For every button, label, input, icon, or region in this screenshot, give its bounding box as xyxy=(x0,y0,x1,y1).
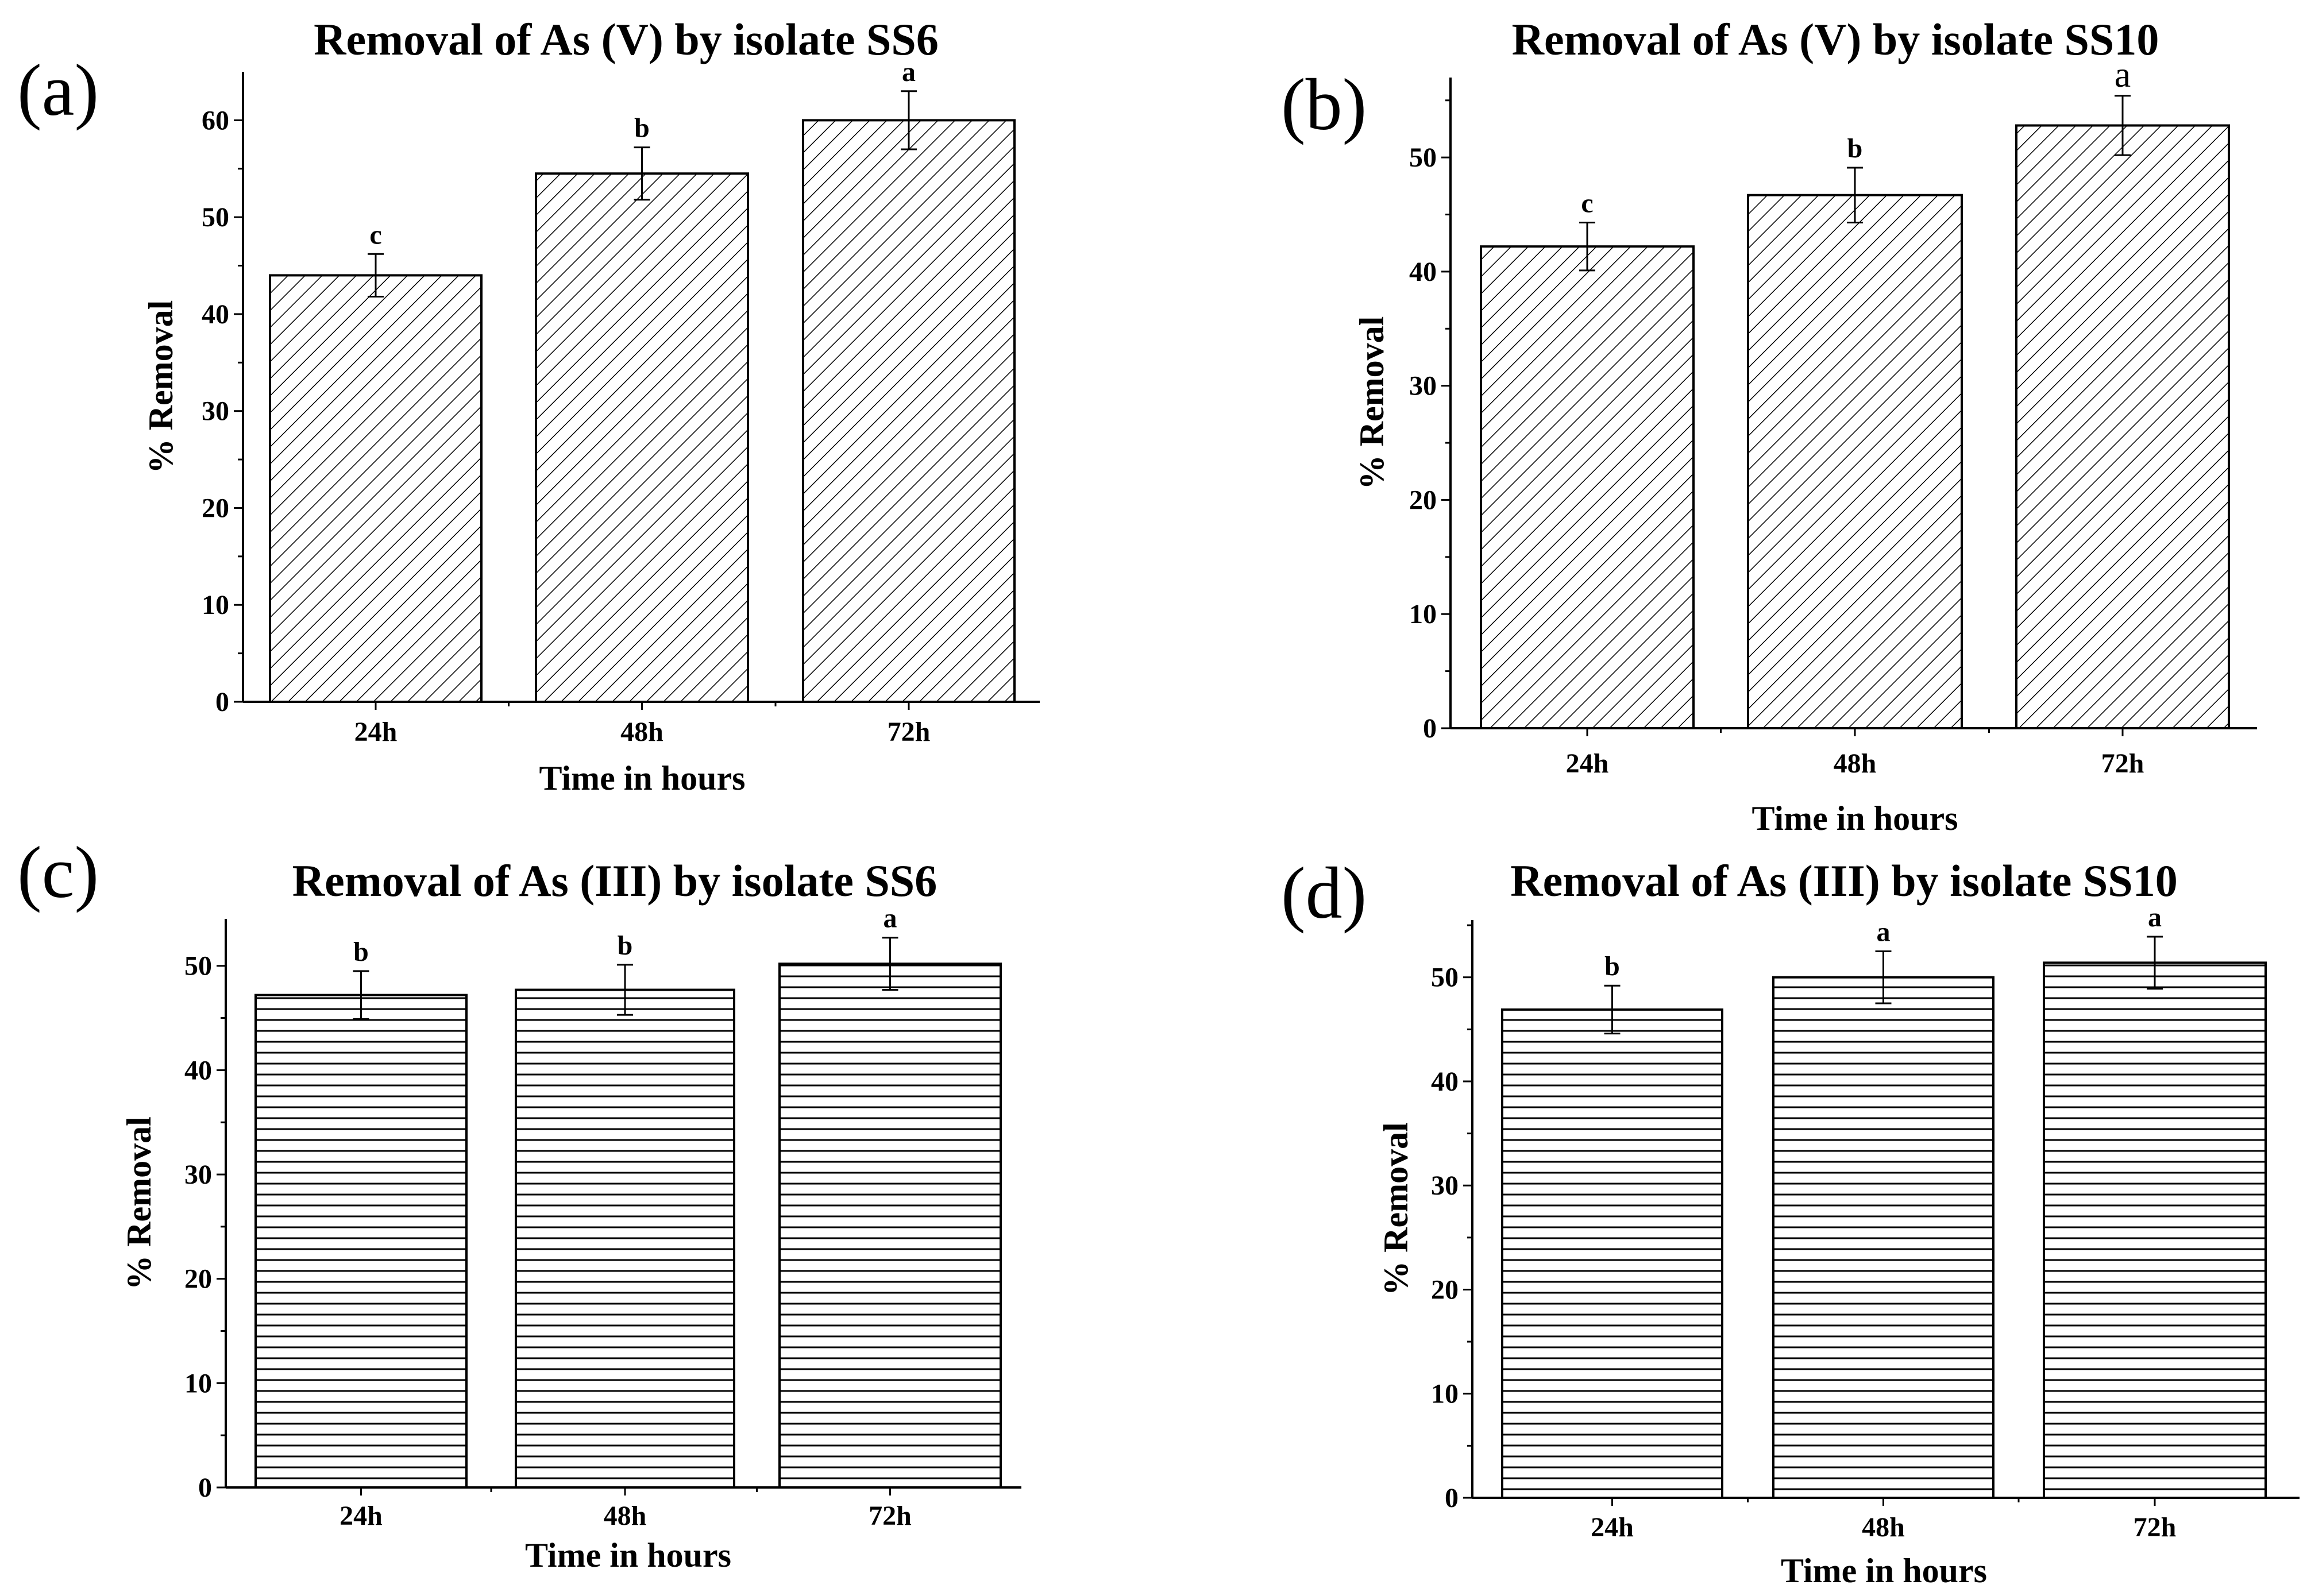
y-tick-label: 10 xyxy=(184,1368,212,1398)
significance-label: c xyxy=(369,219,381,250)
significance-label: b xyxy=(1847,133,1863,164)
x-tick-label: 72h xyxy=(2101,748,2144,779)
y-tick-label: 10 xyxy=(1409,599,1437,629)
y-tick-label: 30 xyxy=(184,1160,212,1190)
bar-48h xyxy=(535,172,749,703)
x-tick-label: 24h xyxy=(1591,1512,1634,1543)
y-tick-label: 50 xyxy=(202,202,229,233)
y-axis-label: % Removal xyxy=(142,300,180,474)
y-tick-label: 60 xyxy=(202,105,229,136)
significance-label: b xyxy=(618,930,633,961)
y-tick-label: 30 xyxy=(1431,1170,1459,1201)
y-tick-label: 20 xyxy=(1431,1274,1459,1305)
bar-48h xyxy=(1747,194,1963,729)
y-tick-label: 10 xyxy=(202,590,229,620)
y-tick-label: 20 xyxy=(202,493,229,523)
y-tick-label: 0 xyxy=(198,1473,212,1503)
significance-label: a xyxy=(884,903,897,934)
y-tick-label: 40 xyxy=(184,1055,212,1085)
x-tick-label: 24h xyxy=(1566,748,1609,779)
x-tick-label: 72h xyxy=(2134,1512,2177,1543)
panel-label: (d) xyxy=(1281,852,1367,934)
panel-label: (b) xyxy=(1281,64,1367,145)
y-tick-label: 30 xyxy=(202,396,229,427)
chart-title: Removal of As (III) by isolate SS10 xyxy=(1510,856,2177,906)
significance-label: b xyxy=(634,113,650,144)
bar-48h xyxy=(515,988,735,1489)
chart-panel-d: (d) Removal of As (III) by isolate SS10 b 2… xyxy=(1281,852,2300,1590)
y-tick-label: 0 xyxy=(1445,1483,1459,1513)
y-tick-label: 10 xyxy=(1431,1379,1459,1409)
chart-panel-c: (c) Removal of As (III) by isolate SS6 b 24… xyxy=(17,832,1021,1574)
x-axis-label: Time in hours xyxy=(1752,799,1958,837)
significance-label: b xyxy=(353,937,369,967)
x-tick-label: 48h xyxy=(1834,748,1877,779)
y-tick-label: 50 xyxy=(1431,963,1459,993)
significance-label: a xyxy=(2148,902,2162,933)
bar-24h xyxy=(254,994,468,1489)
y-tick-label: 30 xyxy=(1409,371,1437,401)
x-axis-label: Time in hours xyxy=(525,1536,731,1574)
x-tick-label: 48h xyxy=(1862,1512,1905,1543)
bar-24h xyxy=(1501,1008,1723,1499)
bar-72h xyxy=(2043,961,2267,1499)
x-tick-label: 24h xyxy=(340,1501,383,1531)
x-axis-label: Time in hours xyxy=(1781,1552,1987,1590)
chart-panel-b: (b) Removal of As (V) by isolate SS10 c 24h… xyxy=(1281,14,2257,837)
significance-label: b xyxy=(1604,951,1620,981)
chart-title: Removal of As (III) by isolate SS6 xyxy=(292,856,937,906)
significance-label: a xyxy=(1877,917,1891,947)
x-tick-label: 72h xyxy=(869,1501,912,1531)
chart-title: Removal of As (V) by isolate SS10 xyxy=(1512,14,2159,64)
y-tick-label: 0 xyxy=(215,687,229,717)
significance-label: a xyxy=(2115,54,2131,95)
y-tick-label: 40 xyxy=(1431,1066,1459,1097)
bar-72h xyxy=(2015,124,2230,729)
significance-label: a xyxy=(902,57,916,87)
y-tick-label: 0 xyxy=(1423,713,1437,744)
y-axis-label: % Removal xyxy=(120,1116,158,1290)
bar-24h xyxy=(1480,245,1695,730)
bar-72h xyxy=(778,963,1002,1489)
panel-label: (c) xyxy=(17,832,99,913)
x-tick-label: 48h xyxy=(620,717,663,747)
bar-72h xyxy=(802,119,1016,703)
x-tick-label: 48h xyxy=(604,1501,647,1531)
chart-title: Removal of As (V) by isolate SS6 xyxy=(314,14,939,64)
y-tick-label: 20 xyxy=(1409,485,1437,515)
x-axis-label: Time in hours xyxy=(539,759,746,797)
y-tick-label: 20 xyxy=(184,1264,212,1294)
y-tick-label: 50 xyxy=(184,951,212,981)
y-axis-label: % Removal xyxy=(1377,1122,1415,1296)
x-tick-label: 72h xyxy=(888,717,931,747)
y-tick-label: 40 xyxy=(1409,257,1437,287)
chart-panel-a: (a) Removal of As (V) by isolate SS6 c 24h b… xyxy=(17,14,1040,797)
y-axis-label: % Removal xyxy=(1353,316,1391,490)
significance-label: c xyxy=(1581,188,1593,218)
panel-label: (a) xyxy=(17,49,99,131)
x-tick-label: 24h xyxy=(354,717,398,747)
bar-24h xyxy=(269,274,483,703)
y-tick-label: 50 xyxy=(1409,142,1437,173)
bar-48h xyxy=(1772,976,1994,1500)
y-tick-label: 40 xyxy=(202,299,229,330)
